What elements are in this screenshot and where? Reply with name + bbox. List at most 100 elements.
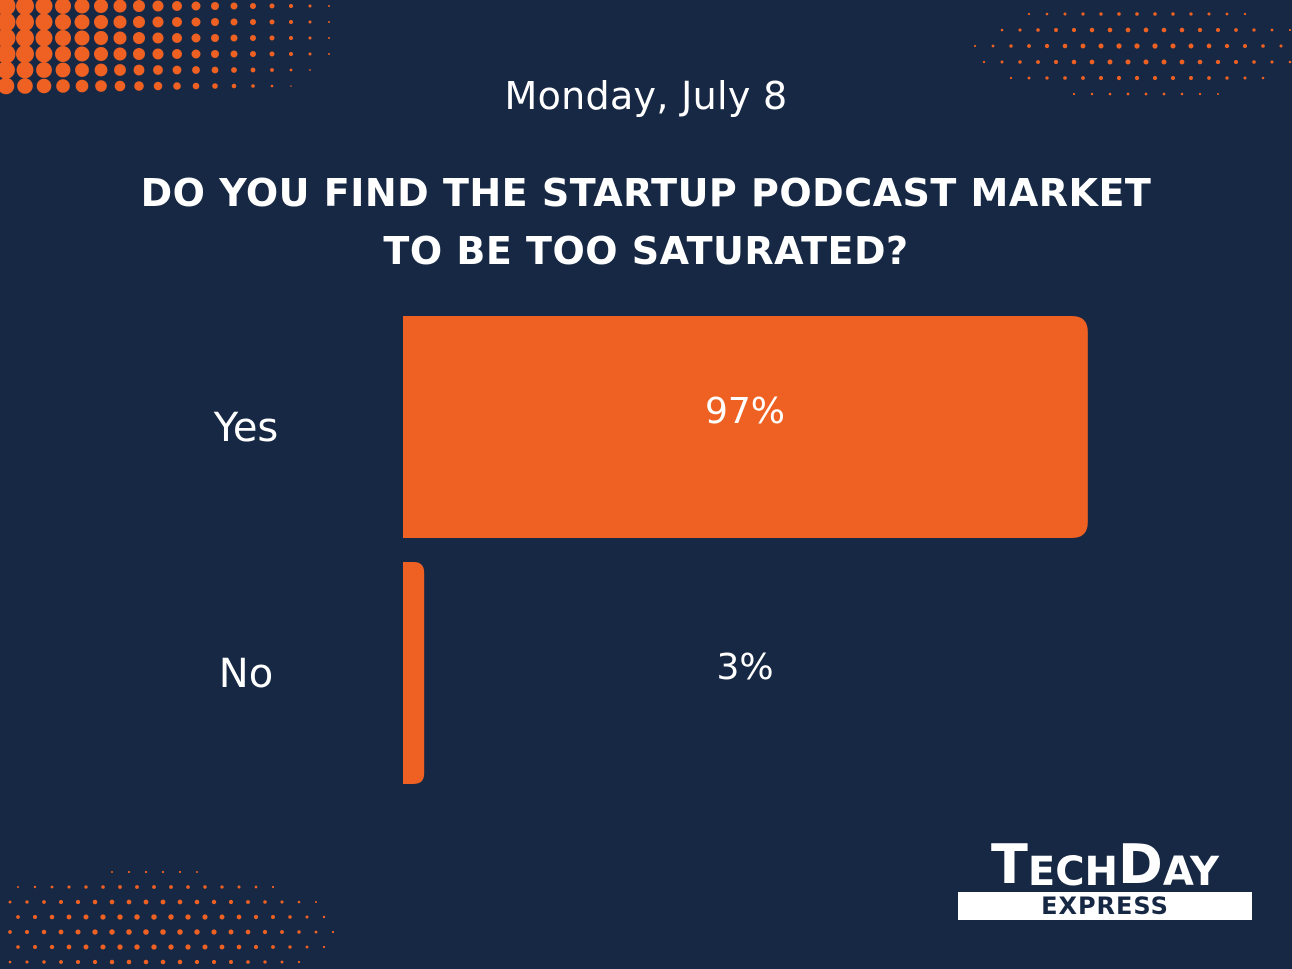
decor-dot <box>55 0 71 14</box>
decor-dot <box>1081 76 1085 80</box>
decor-dot <box>308 20 312 24</box>
decor-dot <box>192 66 200 74</box>
decor-dot <box>314 900 318 904</box>
decor-dot <box>92 959 98 965</box>
decor-dot <box>109 929 115 935</box>
decor-dot <box>172 17 182 27</box>
decor-dot <box>1134 75 1140 81</box>
decor-dot <box>113 0 127 13</box>
decor-dot <box>1215 27 1221 33</box>
decor-dot <box>0 0 16 16</box>
decor-dot <box>250 67 256 73</box>
decor-dot <box>169 885 173 889</box>
decor-dot <box>1080 43 1086 49</box>
decor-dot <box>133 48 145 60</box>
decor-dot <box>55 46 71 62</box>
decor-dot <box>305 915 309 919</box>
poll-question-line-1: DO YOU FIND THE STARTUP PODCAST MARKET <box>140 171 1152 215</box>
decor-dot <box>16 45 34 63</box>
decor-dot <box>246 900 250 904</box>
decor-dot <box>328 37 330 39</box>
decor-dot <box>109 959 115 965</box>
decor-dot <box>1000 60 1004 64</box>
decor-dot <box>211 899 217 905</box>
decor-dot <box>202 914 208 920</box>
decor-dot <box>16 0 34 15</box>
decor-dot <box>331 930 335 934</box>
decor-dot <box>1189 76 1193 80</box>
decor-dot <box>16 61 34 79</box>
decor-dot <box>308 52 312 56</box>
decor-dot <box>1027 44 1031 48</box>
decor-dot <box>328 53 330 55</box>
decor-dot <box>25 900 29 904</box>
decor-dot <box>92 899 98 905</box>
decor-dot <box>0 44 16 64</box>
decor-dot <box>117 914 123 920</box>
decor-dot <box>1053 59 1059 65</box>
decor-dot <box>55 62 71 78</box>
decor-dot <box>36 62 52 78</box>
decor-dot <box>289 52 293 56</box>
decor-dot <box>58 899 64 905</box>
decor-dot <box>1207 76 1211 80</box>
decor-dot <box>280 900 284 904</box>
decor-dot <box>133 16 145 28</box>
decor-dot <box>211 50 219 58</box>
decor-dot <box>211 929 217 935</box>
decor-dot <box>49 944 55 950</box>
decor-dot <box>133 0 145 12</box>
decor-dot <box>153 81 163 91</box>
decor-dot <box>1224 43 1230 49</box>
decor-dot <box>289 68 293 72</box>
decor-dot <box>143 899 149 905</box>
decor-dot <box>250 51 256 57</box>
decor-dot <box>263 960 267 964</box>
decor-dot <box>1099 12 1103 16</box>
decor-dot <box>152 16 164 28</box>
decor-dot <box>41 929 47 935</box>
decor-dot <box>250 35 256 41</box>
decor-dot <box>1116 43 1122 49</box>
decor-dot <box>1018 60 1022 64</box>
decor-dot <box>280 930 284 934</box>
decor-dot <box>173 82 181 90</box>
decor-dot <box>1152 43 1158 49</box>
decor-dot <box>289 20 293 24</box>
decor-dot <box>1270 28 1274 32</box>
decor-dot <box>1089 27 1095 33</box>
decor-dot <box>16 945 20 949</box>
techday-express-logo: T ECH D AY EXPRESS <box>958 838 1252 922</box>
decor-dot <box>250 3 256 9</box>
decor-dot <box>1018 28 1022 32</box>
decor-dot <box>186 885 190 889</box>
decor-dot <box>177 959 183 965</box>
decor-dot <box>219 944 225 950</box>
decor-dot <box>42 900 46 904</box>
decor-dot <box>1063 76 1067 80</box>
decor-dot <box>1189 12 1193 16</box>
decor-dot <box>1044 43 1050 49</box>
decor-dot <box>991 44 995 48</box>
decor-dot <box>191 17 201 27</box>
decor-dot <box>42 960 46 964</box>
decor-dot <box>95 80 107 92</box>
decor-dot <box>289 4 293 8</box>
decor-dot <box>109 899 115 905</box>
decor-dot <box>1098 75 1104 81</box>
decor-dot <box>160 929 166 935</box>
decor-dot <box>269 19 275 25</box>
decor-dot <box>83 914 89 920</box>
decor-dot <box>194 959 200 965</box>
decor-dot <box>1161 59 1167 65</box>
decor-dot <box>185 944 191 950</box>
decor-dot <box>194 929 200 935</box>
decor-dot <box>1107 59 1113 65</box>
decor-dot <box>114 80 126 92</box>
decor-dot <box>35 13 53 31</box>
decor-dot <box>211 66 219 74</box>
decor-dot <box>58 929 64 935</box>
decor-dot <box>1081 12 1085 16</box>
decor-dot <box>8 930 12 934</box>
decor-dot <box>1261 76 1265 80</box>
